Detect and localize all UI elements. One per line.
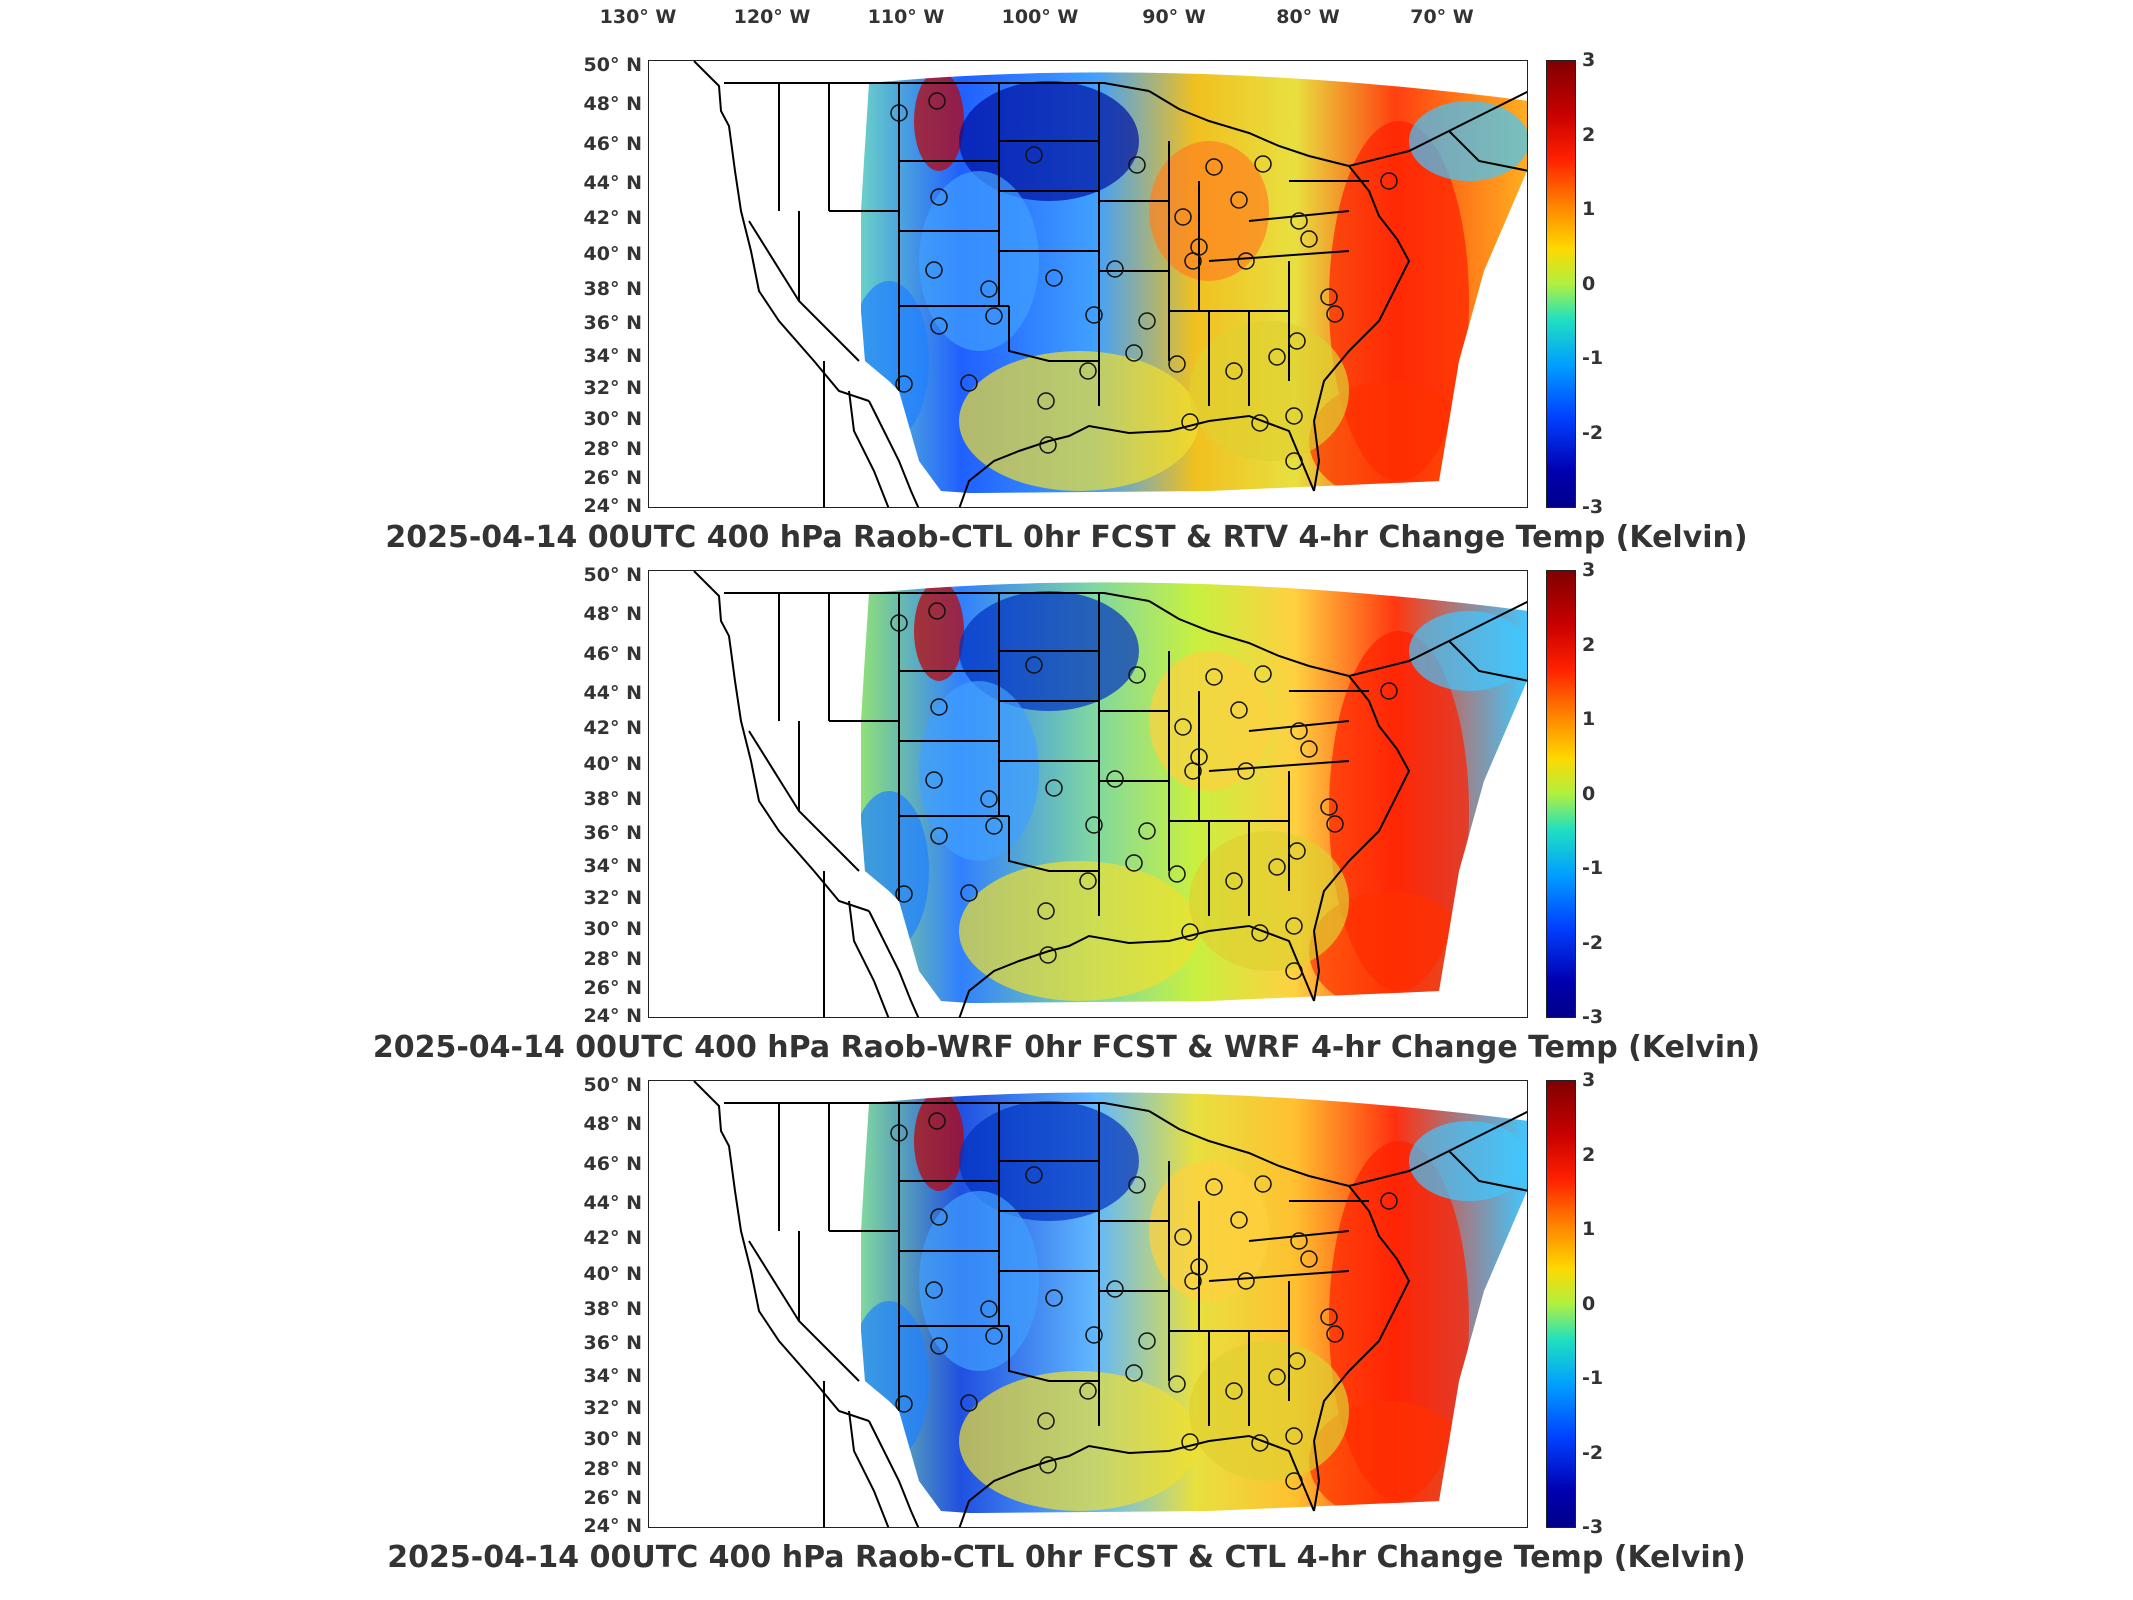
longitude-label: 90° W bbox=[1142, 6, 1206, 28]
latitude-label: 32° N bbox=[583, 1397, 642, 1419]
colorbar-tick: -2 bbox=[1582, 421, 1604, 444]
colorbar-tick: 3 bbox=[1582, 49, 1596, 71]
latitude-label: 50° N bbox=[583, 564, 642, 586]
latitude-label: 24° N bbox=[583, 495, 642, 517]
map-frame bbox=[648, 1080, 1528, 1528]
latitude-label: 32° N bbox=[583, 887, 642, 909]
latitude-label: 50° N bbox=[583, 1074, 642, 1096]
latitude-label: 26° N bbox=[583, 1487, 642, 1509]
colorbar bbox=[1546, 60, 1576, 508]
colorbar-tick: 0 bbox=[1582, 272, 1596, 295]
colorbar-tick: 1 bbox=[1582, 708, 1596, 730]
latitude-label: 44° N bbox=[583, 1192, 642, 1214]
colorbar-tick: 3 bbox=[1582, 1069, 1596, 1091]
map-panel-wrf: 50° N 48° N 46° N 44° N 42° N 40° N 38° N 36° N… bbox=[0, 559, 2133, 1076]
colorbar-tick: 1 bbox=[1582, 1218, 1596, 1240]
latitude-label: 30° N bbox=[583, 408, 642, 430]
colorbar-tick: -2 bbox=[1582, 1441, 1604, 1464]
map-frame bbox=[648, 60, 1528, 508]
latitude-label: 44° N bbox=[583, 682, 642, 704]
panel-title: 2025-04-14 00UTC 400 hPa Raob-WRF 0hr FC… bbox=[372, 1030, 1761, 1065]
latitude-label: 48° N bbox=[583, 93, 642, 115]
latitude-label: 42° N bbox=[583, 1227, 642, 1249]
raob-stations bbox=[890, 1112, 1398, 1490]
latitude-label: 24° N bbox=[583, 1515, 642, 1537]
longitude-axis: 130° W 120° W 110° W 100° W 90° W 80° W 70° W bbox=[0, 6, 2133, 40]
latitude-label: 38° N bbox=[583, 278, 642, 300]
latitude-label: 30° N bbox=[583, 1428, 642, 1450]
colorbar-tick: -3 bbox=[1582, 1516, 1604, 1538]
latitude-label: 50° N bbox=[583, 54, 642, 76]
latitude-label: 28° N bbox=[583, 438, 642, 460]
colorbar-tick: 1 bbox=[1582, 198, 1596, 220]
latitude-label: 34° N bbox=[583, 1365, 642, 1387]
map-panel-ctl: 50° N 48° N 46° N 44° N 42° N 40° N 38° N 36° N… bbox=[0, 1069, 2133, 1586]
colorbar-tick: -2 bbox=[1582, 931, 1604, 954]
colorbar-tick: 2 bbox=[1582, 123, 1596, 146]
latitude-label: 46° N bbox=[583, 1153, 642, 1175]
panel-title: 2025-04-14 00UTC 400 hPa Raob-CTL 0hr FC… bbox=[385, 520, 1748, 555]
colorbar-tick: -1 bbox=[1582, 857, 1604, 879]
colorbar bbox=[1546, 1080, 1576, 1528]
latitude-label: 34° N bbox=[583, 345, 642, 367]
latitude-label: 30° N bbox=[583, 918, 642, 940]
latitude-label: 46° N bbox=[583, 643, 642, 665]
latitude-label: 28° N bbox=[583, 1458, 642, 1480]
latitude-label: 48° N bbox=[583, 1113, 642, 1135]
latitude-label: 42° N bbox=[583, 207, 642, 229]
latitude-label: 38° N bbox=[583, 1298, 642, 1320]
colorbar-tick: -1 bbox=[1582, 347, 1604, 369]
state-boundaries bbox=[693, 61, 1527, 507]
latitude-label: 46° N bbox=[583, 133, 642, 155]
latitude-label: 36° N bbox=[583, 1332, 642, 1354]
map-frame bbox=[648, 570, 1528, 1018]
latitude-label: 34° N bbox=[583, 855, 642, 877]
latitude-label: 40° N bbox=[583, 243, 642, 265]
colorbar bbox=[1546, 570, 1576, 1018]
latitude-label: 38° N bbox=[583, 788, 642, 810]
latitude-label: 40° N bbox=[583, 753, 642, 775]
latitude-label: 40° N bbox=[583, 1263, 642, 1285]
longitude-label: 130° W bbox=[599, 6, 677, 28]
latitude-label: 48° N bbox=[583, 603, 642, 625]
map-panel-rtv: 50° N 48° N 46° N 44° N 42° N 40° N 38° N 36° N… bbox=[0, 49, 2133, 566]
latitude-label: 26° N bbox=[583, 977, 642, 999]
raob-stations bbox=[890, 602, 1398, 980]
state-boundaries bbox=[693, 571, 1527, 1017]
state-boundaries bbox=[693, 1081, 1527, 1527]
latitude-label: 44° N bbox=[583, 172, 642, 194]
colorbar-tick: 0 bbox=[1582, 1292, 1596, 1315]
longitude-label: 80° W bbox=[1276, 6, 1340, 28]
panel-title: 2025-04-14 00UTC 400 hPa Raob-CTL 0hr FC… bbox=[387, 1540, 1746, 1575]
colorbar-tick: 3 bbox=[1582, 559, 1596, 581]
raob-stations bbox=[890, 92, 1398, 470]
longitude-label: 120° W bbox=[733, 6, 811, 28]
colorbar-tick: 2 bbox=[1582, 633, 1596, 656]
longitude-label: 110° W bbox=[867, 6, 945, 28]
latitude-label: 42° N bbox=[583, 717, 642, 739]
latitude-label: 36° N bbox=[583, 312, 642, 334]
colorbar-tick: -3 bbox=[1582, 496, 1604, 518]
longitude-label: 70° W bbox=[1410, 6, 1474, 28]
colorbar-tick: 0 bbox=[1582, 782, 1596, 805]
latitude-label: 28° N bbox=[583, 948, 642, 970]
latitude-label: 36° N bbox=[583, 822, 642, 844]
latitude-label: 32° N bbox=[583, 377, 642, 399]
colorbar-tick: -1 bbox=[1582, 1367, 1604, 1389]
latitude-label: 26° N bbox=[583, 467, 642, 489]
colorbar-tick: 2 bbox=[1582, 1143, 1596, 1166]
colorbar-tick: -3 bbox=[1582, 1006, 1604, 1028]
latitude-label: 24° N bbox=[583, 1005, 642, 1027]
longitude-label: 100° W bbox=[1001, 6, 1079, 28]
